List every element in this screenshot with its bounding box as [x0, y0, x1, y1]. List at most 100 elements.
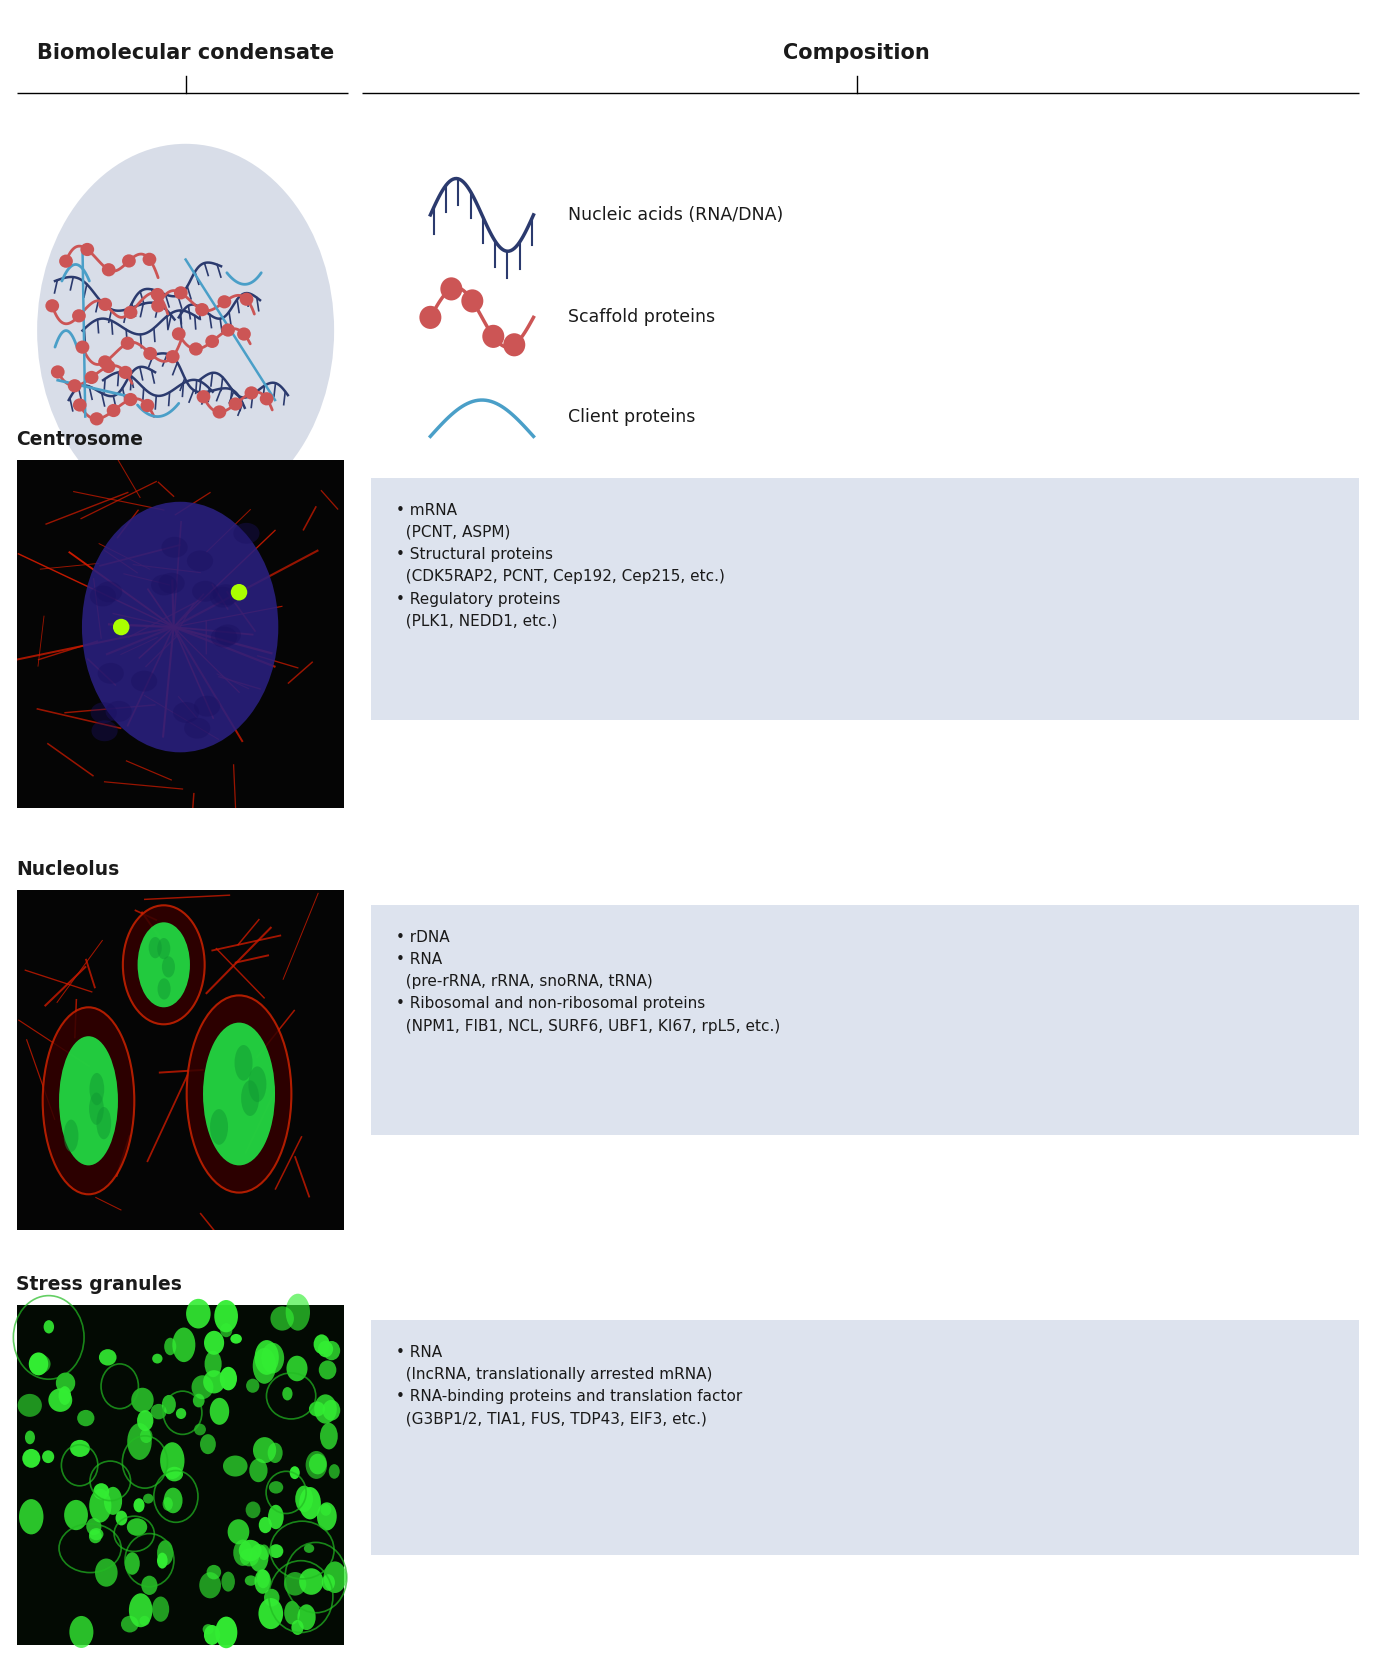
Ellipse shape [323, 1562, 346, 1593]
Ellipse shape [236, 327, 250, 341]
Ellipse shape [73, 398, 87, 412]
Ellipse shape [69, 1617, 94, 1648]
Ellipse shape [85, 370, 99, 383]
Ellipse shape [157, 937, 170, 959]
Ellipse shape [223, 1456, 247, 1476]
Ellipse shape [214, 1299, 238, 1332]
Ellipse shape [166, 350, 180, 364]
FancyBboxPatch shape [16, 1304, 344, 1645]
Ellipse shape [503, 334, 525, 357]
Ellipse shape [98, 298, 111, 311]
Ellipse shape [462, 289, 484, 312]
Ellipse shape [268, 1504, 283, 1529]
Ellipse shape [320, 1504, 331, 1516]
Ellipse shape [221, 1572, 235, 1592]
Ellipse shape [258, 1544, 270, 1560]
Ellipse shape [87, 1517, 102, 1536]
Text: Centrosome: Centrosome [16, 430, 143, 450]
Ellipse shape [89, 1529, 102, 1544]
Ellipse shape [151, 288, 165, 301]
Text: Composition: Composition [784, 43, 930, 63]
Ellipse shape [320, 1423, 338, 1450]
Ellipse shape [44, 1321, 54, 1334]
Ellipse shape [99, 1349, 117, 1365]
Ellipse shape [483, 324, 505, 347]
Ellipse shape [37, 144, 334, 517]
Ellipse shape [56, 1372, 76, 1393]
Ellipse shape [440, 278, 462, 301]
Ellipse shape [43, 1007, 135, 1195]
Ellipse shape [253, 1436, 276, 1463]
Text: • rDNA
• RNA
  (pre-rRNA, rRNA, snoRNA, tRNA)
• Ribosomal and non-ribosomal prot: • rDNA • RNA (pre-rRNA, rRNA, snoRNA, tR… [396, 929, 780, 1033]
Ellipse shape [304, 1544, 315, 1552]
FancyBboxPatch shape [16, 1304, 344, 1645]
Ellipse shape [257, 1570, 270, 1589]
Ellipse shape [80, 243, 94, 256]
Ellipse shape [221, 324, 235, 337]
Text: Nucleolus: Nucleolus [16, 860, 120, 879]
Ellipse shape [241, 1081, 258, 1116]
Ellipse shape [197, 390, 210, 403]
Ellipse shape [124, 306, 138, 319]
Ellipse shape [205, 336, 219, 349]
Ellipse shape [249, 1544, 268, 1572]
Ellipse shape [22, 1450, 40, 1468]
Ellipse shape [29, 1352, 48, 1375]
Ellipse shape [158, 979, 170, 1000]
Ellipse shape [246, 1379, 260, 1393]
Ellipse shape [51, 365, 65, 379]
Ellipse shape [143, 1494, 154, 1504]
Ellipse shape [186, 1299, 210, 1329]
Ellipse shape [323, 1341, 340, 1360]
Ellipse shape [95, 1559, 118, 1587]
Ellipse shape [268, 1443, 283, 1463]
Ellipse shape [228, 1519, 249, 1544]
FancyBboxPatch shape [371, 1321, 1358, 1555]
Ellipse shape [202, 1625, 213, 1635]
Ellipse shape [151, 299, 165, 312]
Ellipse shape [106, 701, 132, 722]
Ellipse shape [140, 398, 154, 412]
Ellipse shape [253, 1347, 276, 1384]
Ellipse shape [199, 1572, 221, 1598]
Ellipse shape [139, 1617, 150, 1627]
Ellipse shape [162, 957, 175, 977]
Ellipse shape [249, 1458, 268, 1483]
Text: • RNA
  (lncRNA, translationally arrested mRNA)
• RNA-binding proteins and trans: • RNA (lncRNA, translationally arrested … [396, 1346, 742, 1427]
Ellipse shape [131, 1389, 154, 1413]
Ellipse shape [329, 1465, 340, 1479]
Ellipse shape [89, 585, 116, 607]
Ellipse shape [314, 1334, 330, 1354]
Ellipse shape [121, 337, 135, 350]
Ellipse shape [258, 1598, 283, 1630]
Ellipse shape [205, 1351, 221, 1377]
Ellipse shape [96, 1108, 111, 1139]
Ellipse shape [122, 906, 205, 1025]
Ellipse shape [195, 302, 209, 316]
Ellipse shape [153, 1354, 162, 1364]
FancyBboxPatch shape [16, 460, 344, 808]
Ellipse shape [214, 625, 241, 645]
Ellipse shape [124, 393, 138, 407]
Ellipse shape [89, 1093, 103, 1124]
Ellipse shape [204, 1625, 220, 1645]
Ellipse shape [82, 503, 278, 752]
Ellipse shape [162, 1395, 176, 1415]
Ellipse shape [323, 1400, 340, 1420]
Ellipse shape [235, 1045, 253, 1081]
Ellipse shape [210, 587, 236, 608]
Ellipse shape [161, 537, 187, 557]
Ellipse shape [151, 575, 177, 595]
Ellipse shape [234, 522, 260, 544]
Ellipse shape [164, 1337, 176, 1355]
Ellipse shape [133, 1498, 144, 1512]
Ellipse shape [290, 1466, 300, 1479]
Ellipse shape [210, 626, 236, 648]
Text: Scaffold proteins: Scaffold proteins [568, 309, 715, 326]
Ellipse shape [118, 365, 132, 379]
Ellipse shape [191, 1375, 213, 1398]
Ellipse shape [89, 1073, 104, 1106]
FancyBboxPatch shape [371, 904, 1358, 1136]
Ellipse shape [194, 1423, 206, 1435]
Ellipse shape [89, 412, 103, 425]
